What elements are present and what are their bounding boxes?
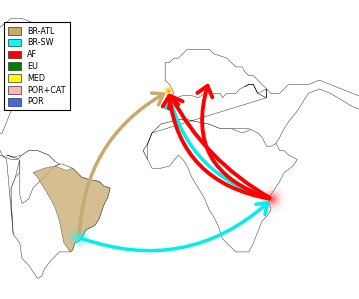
- Polygon shape: [6, 151, 110, 278]
- Circle shape: [68, 227, 90, 248]
- Polygon shape: [143, 120, 297, 252]
- Polygon shape: [33, 166, 110, 252]
- Circle shape: [77, 235, 81, 240]
- Circle shape: [263, 190, 281, 208]
- Circle shape: [259, 186, 285, 212]
- Circle shape: [75, 233, 84, 242]
- Legend: BR-ATL, BR-SW, AF, EU, MED, POR+CAT, POR: BR-ATL, BR-SW, AF, EU, MED, POR+CAT, POR: [4, 22, 70, 110]
- Polygon shape: [143, 80, 359, 195]
- Circle shape: [165, 88, 172, 94]
- Circle shape: [269, 196, 275, 202]
- Polygon shape: [165, 49, 266, 100]
- Circle shape: [71, 230, 87, 245]
- Circle shape: [167, 90, 170, 93]
- Polygon shape: [0, 19, 66, 234]
- Circle shape: [163, 86, 174, 97]
- Circle shape: [266, 193, 278, 205]
